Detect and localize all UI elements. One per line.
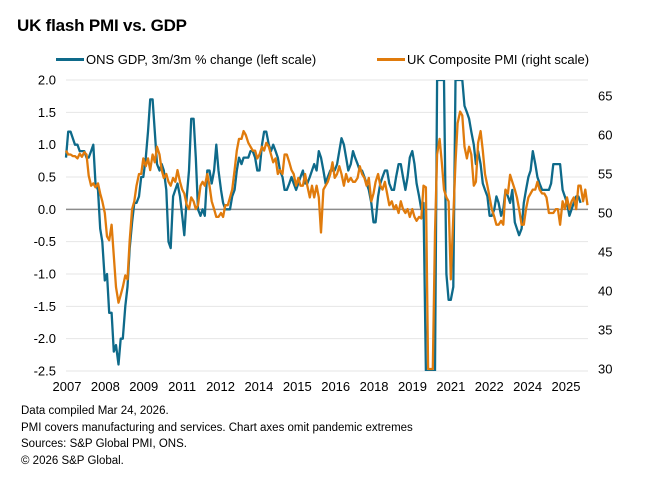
left-tick-label: -1.5: [34, 299, 56, 314]
right-tick-label: 50: [598, 206, 612, 221]
left-tick-label: 2.0: [38, 73, 56, 88]
left-tick-label: -2.0: [34, 331, 56, 346]
pmi-series-line: [64, 110, 589, 371]
x-axis: 2007 2008 2009 2011 2012 2014 2015 2016 2018 2019…: [53, 379, 581, 394]
right-axis: 65 60 55 50 45 40 35 30: [598, 89, 612, 377]
footer-line-compiled: Data compiled Mar 24, 2026.: [21, 405, 169, 417]
x-tick-label: 2018: [360, 379, 389, 394]
left-tick-label: -1.0: [34, 267, 56, 282]
left-tick-label: 1.5: [38, 105, 56, 120]
legend-label-pmi: UK Composite PMI (right scale): [407, 52, 590, 67]
right-tick-label: 45: [598, 245, 612, 260]
x-tick-label: 2011: [168, 379, 196, 394]
x-tick-label: 2019: [398, 379, 427, 394]
legend-item-gdp: ONS GDP, 3m/3m % change (left scale): [56, 52, 316, 67]
series-group: [64, 80, 589, 371]
x-tick-label: 2014: [244, 379, 273, 394]
right-tick-label: 30: [598, 362, 612, 377]
legend-label-gdp: ONS GDP, 3m/3m % change (left scale): [86, 52, 317, 67]
x-tick-label: 2008: [91, 379, 120, 394]
chart-title: UK flash PMI vs. GDP: [17, 16, 187, 35]
x-tick-label: 2022: [475, 379, 504, 394]
footer-line-sources: Sources: S&P Global PMI, ONS.: [21, 438, 187, 450]
legend-swatch-pmi: [377, 58, 405, 61]
x-tick-label: 2009: [129, 379, 158, 394]
x-tick-label: 2016: [321, 379, 350, 394]
legend-swatch-gdp: [56, 58, 84, 61]
x-tick-label: 2015: [283, 379, 312, 394]
footer-notes: Data compiled Mar 24, 2026. PMI covers m…: [21, 403, 413, 469]
gridlines: [66, 79, 588, 372]
left-axis: 2.0 1.5 1.0 0.5 0.0 -0.5 -1.0 -1.5 -2.0 -2.5: [34, 73, 56, 379]
gdp-series-line: [64, 80, 582, 371]
right-tick-label: 40: [598, 284, 612, 299]
left-tick-label: -2.5: [34, 364, 56, 379]
footer-line-note: PMI covers manufacturing and services. C…: [21, 421, 413, 434]
left-tick-label: 0.0: [38, 202, 56, 217]
x-tick-label: 2025: [552, 379, 581, 394]
left-tick-label: -0.5: [34, 234, 56, 249]
right-tick-label: 55: [598, 167, 612, 182]
x-tick-label: 2024: [513, 379, 542, 394]
legend-item-pmi: UK Composite PMI (right scale): [377, 52, 589, 67]
x-tick-label: 2012: [206, 379, 235, 394]
left-tick-label: 0.5: [38, 170, 56, 185]
right-tick-label: 65: [598, 89, 612, 104]
right-tick-label: 60: [598, 128, 612, 143]
right-tick-label: 35: [598, 323, 612, 338]
footer-line-copyright: © 2026 S&P Global.: [21, 454, 124, 467]
left-tick-label: 1.0: [38, 137, 56, 152]
x-tick-label: 2007: [53, 379, 82, 394]
x-tick-label: 2021: [436, 379, 465, 394]
